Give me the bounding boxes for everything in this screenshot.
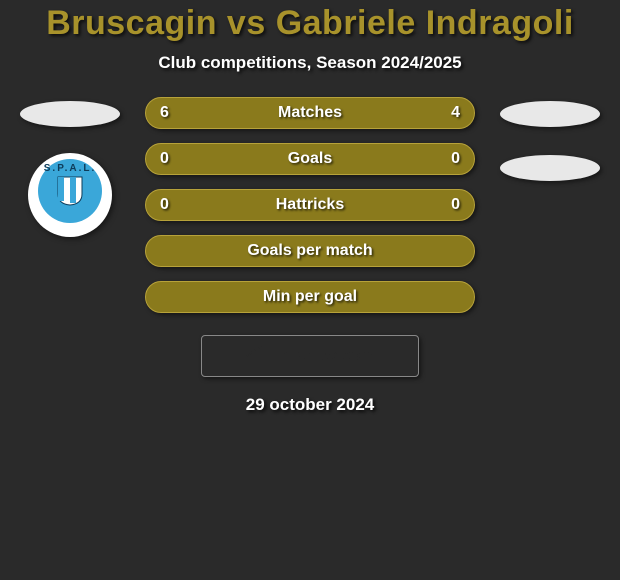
left-club-badge: S.P.A.L. <box>28 153 112 237</box>
stat-right-value: 0 <box>451 196 460 214</box>
left-player-column: S.P.A.L. <box>10 97 130 237</box>
stat-row: Min per goal <box>145 281 475 313</box>
right-player-nameplate <box>500 101 600 127</box>
subtitle: Club competitions, Season 2024/2025 <box>0 53 620 73</box>
infographic-container: Bruscagin vs Gabriele Indragoli Club com… <box>0 0 620 580</box>
stat-row: Goals per match <box>145 235 475 267</box>
stat-label: Min per goal <box>146 288 474 306</box>
stat-label: Goals per match <box>146 242 474 260</box>
stat-left-value: 0 <box>160 150 169 168</box>
spal-shield-icon <box>57 176 83 206</box>
stats-column: 6Matches40Goals00Hattricks0Goals per mat… <box>145 97 475 313</box>
stat-label: Matches <box>146 104 474 122</box>
right-club-nameplate <box>500 155 600 181</box>
brand-prefix: Fc <box>269 347 288 364</box>
stat-row: 0Hattricks0 <box>145 189 475 221</box>
stat-right-value: 0 <box>451 150 460 168</box>
brand-text: FcTables.com <box>269 347 375 365</box>
main-area: S.P.A.L. 6Matches40Goals00Hattricks0Goal… <box>0 97 620 313</box>
brand-card: FcTables.com <box>201 335 419 377</box>
spal-badge-text: S.P.A.L. <box>44 163 97 174</box>
stat-label: Goals <box>146 150 474 168</box>
stat-right-value: 4 <box>451 104 460 122</box>
stat-left-value: 0 <box>160 196 169 214</box>
stat-row: 0Goals0 <box>145 143 475 175</box>
bar-chart-icon <box>245 346 265 366</box>
spal-badge-inner: S.P.A.L. <box>38 159 102 223</box>
page-title: Bruscagin vs Gabriele Indragoli <box>0 4 620 43</box>
date-text: 29 october 2024 <box>0 395 620 415</box>
left-player-nameplate <box>20 101 120 127</box>
stat-row: 6Matches4 <box>145 97 475 129</box>
stat-left-value: 6 <box>160 104 169 122</box>
stat-label: Hattricks <box>146 196 474 214</box>
brand-rest: Tables.com <box>288 347 375 364</box>
right-player-column <box>490 97 610 207</box>
